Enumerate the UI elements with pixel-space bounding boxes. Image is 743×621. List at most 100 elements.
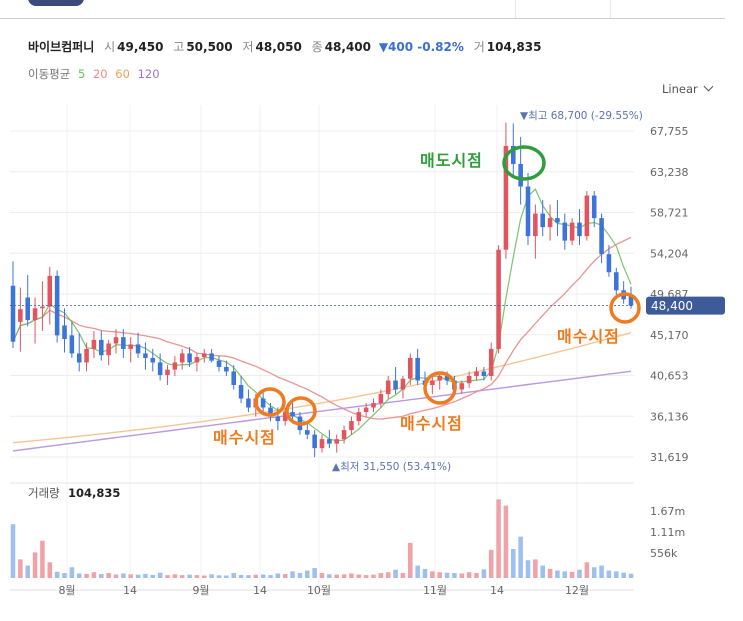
candle-body[interactable] — [569, 222, 575, 241]
volume-bar[interactable] — [194, 575, 200, 578]
volume-bar[interactable] — [282, 574, 288, 578]
volume-bar[interactable] — [408, 542, 413, 578]
volume-bar[interactable] — [481, 569, 487, 578]
volume-bar[interactable] — [547, 568, 553, 578]
volume-bar[interactable] — [91, 572, 97, 578]
candle-body[interactable] — [25, 297, 30, 321]
candle-body[interactable] — [481, 371, 487, 376]
candle-body[interactable] — [496, 249, 501, 349]
candle-body[interactable] — [430, 380, 435, 385]
candle-body[interactable] — [69, 335, 75, 354]
candle-body[interactable] — [246, 398, 251, 408]
candle-body[interactable] — [591, 195, 597, 219]
candle-body[interactable] — [488, 348, 494, 376]
volume-bar[interactable] — [452, 573, 457, 578]
candle-body[interactable] — [10, 285, 16, 342]
volume-bar[interactable] — [430, 571, 435, 578]
volume-bar[interactable] — [54, 571, 60, 578]
candle-body[interactable] — [547, 218, 553, 228]
volume-bar[interactable] — [231, 573, 236, 578]
volume-bar[interactable] — [157, 572, 163, 578]
candle-body[interactable] — [128, 344, 133, 349]
volume-bar[interactable] — [437, 572, 442, 578]
volume-bar[interactable] — [496, 499, 501, 578]
volume-bar[interactable] — [628, 573, 634, 578]
candle-body[interactable] — [511, 145, 516, 164]
candle-body[interactable] — [415, 357, 420, 381]
volume-bar[interactable] — [202, 575, 207, 578]
volume-bar[interactable] — [312, 568, 317, 578]
volume-bar[interactable] — [349, 573, 354, 578]
volume-bar[interactable] — [511, 549, 516, 578]
candle-body[interactable] — [503, 145, 509, 250]
volume-bar[interactable] — [569, 571, 575, 578]
volume-bar[interactable] — [165, 575, 170, 578]
candle-body[interactable] — [194, 357, 200, 363]
volume-bar[interactable] — [356, 574, 362, 578]
volume-bar[interactable] — [106, 573, 111, 578]
volume-bar[interactable] — [18, 559, 23, 578]
candle-body[interactable] — [238, 384, 244, 399]
candle-body[interactable] — [400, 378, 406, 390]
candle-body[interactable] — [113, 337, 119, 344]
volume-bar[interactable] — [466, 572, 472, 578]
candle-body[interactable] — [349, 421, 354, 431]
candle-body[interactable] — [371, 403, 376, 408]
volume-bar[interactable] — [334, 574, 339, 578]
volume-bar[interactable] — [371, 574, 376, 578]
volume-bar[interactable] — [555, 570, 560, 578]
volume-bar[interactable] — [47, 562, 53, 578]
candle-body[interactable] — [385, 380, 391, 395]
candle-body[interactable] — [305, 430, 310, 435]
volume-bar[interactable] — [216, 575, 222, 578]
volume-bar[interactable] — [540, 565, 545, 578]
candle-body[interactable] — [584, 195, 590, 237]
volume-bar[interactable] — [415, 565, 420, 578]
candle-body[interactable] — [150, 357, 156, 363]
ma60-legend[interactable]: 60 — [115, 67, 130, 81]
volume-bar[interactable] — [591, 567, 597, 578]
volume-bar[interactable] — [290, 571, 295, 578]
candle-body[interactable] — [555, 218, 560, 223]
volume-bar[interactable] — [621, 572, 626, 578]
candle-body[interactable] — [179, 353, 185, 363]
candle-body[interactable] — [157, 362, 163, 376]
ma20-legend[interactable]: 20 — [92, 67, 108, 81]
candle-body[interactable] — [614, 272, 619, 291]
candle-body[interactable] — [444, 375, 450, 381]
candle-body[interactable] — [378, 394, 384, 404]
volume-bar[interactable] — [341, 574, 347, 578]
candle-body[interactable] — [216, 360, 222, 367]
volume-bar[interactable] — [525, 560, 531, 578]
volume-bar[interactable] — [84, 573, 89, 578]
candle-body[interactable] — [47, 275, 53, 307]
candle-body[interactable] — [533, 213, 538, 237]
volume-bar[interactable] — [393, 569, 398, 578]
candle-body[interactable] — [356, 412, 362, 422]
volume-bar[interactable] — [128, 574, 133, 578]
volume-bar[interactable] — [474, 573, 479, 578]
candle-body[interactable] — [341, 430, 347, 440]
ma120-legend[interactable]: 120 — [137, 67, 160, 81]
candle-body[interactable] — [282, 412, 288, 422]
candle-body[interactable] — [577, 222, 582, 237]
volume-bar[interactable] — [577, 569, 582, 578]
volume-bar[interactable] — [10, 524, 16, 578]
volume-bar[interactable] — [275, 573, 281, 578]
volume-bar[interactable] — [69, 567, 75, 578]
candle-body[interactable] — [18, 309, 23, 322]
candle-body[interactable] — [268, 407, 273, 417]
candle-body[interactable] — [628, 296, 634, 306]
volume-bar[interactable] — [422, 568, 428, 578]
candle-body[interactable] — [327, 439, 332, 444]
volume-bar[interactable] — [614, 571, 619, 578]
candle-body[interactable] — [312, 434, 317, 449]
volume-bar[interactable] — [488, 549, 494, 578]
candle-body[interactable] — [172, 362, 178, 370]
volume-bar[interactable] — [297, 573, 303, 578]
candle-body[interactable] — [466, 375, 472, 384]
volume-bar[interactable] — [319, 573, 325, 578]
candle-body[interactable] — [363, 407, 369, 413]
volume-bar[interactable] — [305, 570, 310, 578]
